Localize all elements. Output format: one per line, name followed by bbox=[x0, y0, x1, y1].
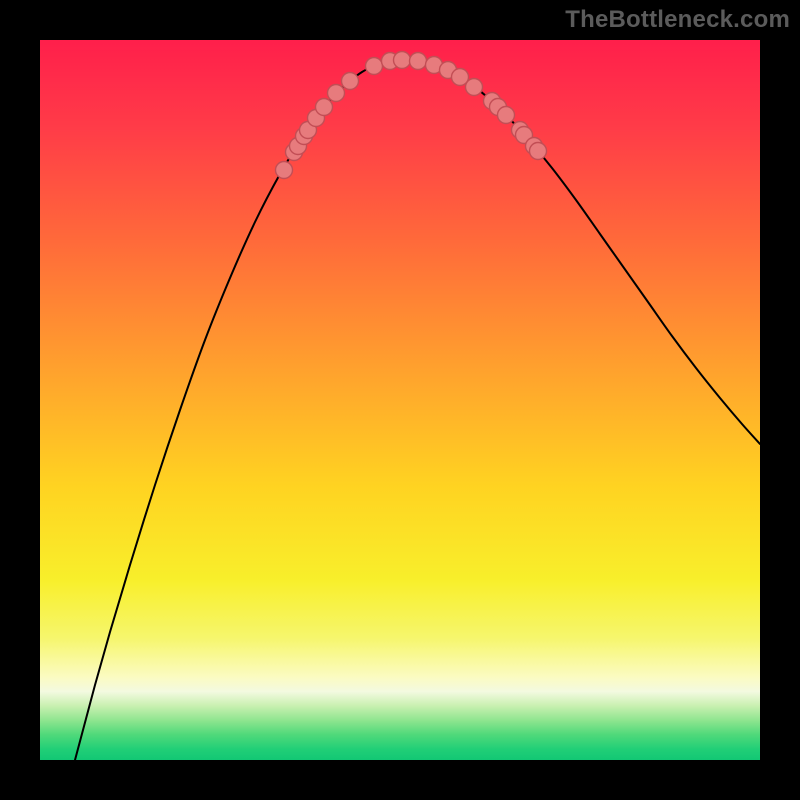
data-marker bbox=[466, 79, 483, 96]
data-marker bbox=[316, 99, 333, 116]
data-marker bbox=[276, 162, 293, 179]
data-marker bbox=[366, 58, 383, 75]
data-marker bbox=[328, 85, 345, 102]
data-marker bbox=[410, 53, 427, 70]
figure-root: TheBottleneck.com bbox=[0, 0, 800, 800]
watermark-text: TheBottleneck.com bbox=[565, 6, 790, 34]
data-marker bbox=[342, 73, 359, 90]
chart-svg bbox=[0, 0, 800, 800]
plot-background bbox=[40, 40, 760, 760]
data-marker bbox=[394, 52, 411, 69]
data-marker bbox=[498, 107, 515, 124]
data-marker bbox=[530, 143, 547, 160]
